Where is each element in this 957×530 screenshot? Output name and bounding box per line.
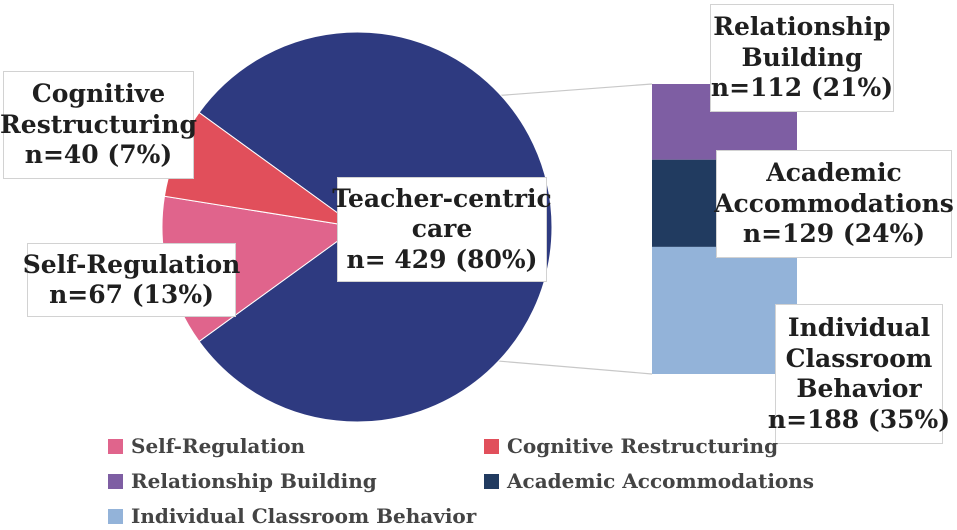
label-line: n=188 (35%) bbox=[767, 404, 951, 434]
label-line: n=67 (13%) bbox=[49, 280, 214, 309]
data-label-academic-accommodations: Academic Accommodations n=129 (24%) bbox=[714, 150, 954, 258]
label-line: Individual bbox=[787, 313, 931, 342]
legend-label: Academic Accommodations bbox=[507, 469, 815, 493]
data-label-individual-classroom-behavior: Individual Classroom Behavior n=188 (35%… bbox=[768, 304, 950, 444]
label-line: Teacher-centric bbox=[332, 183, 552, 213]
label-line: Accommodations bbox=[714, 188, 954, 218]
data-label-cognitive-restructuring: Cognitive Restructuring n=40 (7%) bbox=[0, 71, 197, 179]
legend-item-academic-accommodations: Academic Accommodations bbox=[484, 469, 814, 493]
data-label-relationship-building: Relationship Building n=112 (21%) bbox=[710, 4, 894, 112]
legend-label: Relationship Building bbox=[131, 469, 377, 493]
data-label-self-regulation: Self-Regulation n=67 (13%) bbox=[23, 243, 240, 317]
data-label-teacher-centric-care: Teacher-centric care n= 429 (80%) bbox=[332, 177, 552, 282]
label-line: Classroom bbox=[785, 343, 933, 373]
legend-swatch bbox=[108, 508, 123, 524]
label-line: Behavior bbox=[796, 374, 922, 403]
legend-label: Cognitive Restructuring bbox=[507, 434, 779, 458]
label-line: Academic bbox=[766, 158, 902, 188]
bar-segment-individual-classroom-behavior bbox=[652, 246, 797, 374]
label-line: Relationship bbox=[713, 12, 891, 42]
legend-item-self-regulation: Self-Regulation bbox=[108, 434, 305, 458]
label-line: n=40 (7%) bbox=[24, 140, 173, 170]
label-line: Restructuring bbox=[0, 109, 197, 139]
label-line: Cognitive bbox=[31, 79, 166, 109]
legend-item-relationship-building: Relationship Building bbox=[108, 469, 377, 493]
label-line: Self-Regulation bbox=[22, 249, 241, 279]
legend-label: Self-Regulation bbox=[131, 434, 306, 458]
legend-item-individual-classroom-behavior: Individual Classroom Behavior bbox=[108, 504, 476, 528]
legend-swatch bbox=[108, 438, 123, 454]
legend-label: Individual Classroom Behavior bbox=[131, 504, 477, 528]
legend-item-cognitive-restructuring: Cognitive Restructuring bbox=[484, 434, 778, 458]
label-line: Building bbox=[741, 42, 863, 72]
label-line: n=112 (21%) bbox=[710, 73, 894, 103]
legend-swatch bbox=[108, 473, 123, 489]
label-line: care bbox=[411, 214, 473, 244]
label-line: n= 429 (80%) bbox=[346, 244, 538, 274]
legend-swatch bbox=[484, 438, 499, 454]
legend-swatch bbox=[484, 473, 499, 489]
label-line: n=129 (24%) bbox=[742, 219, 926, 249]
